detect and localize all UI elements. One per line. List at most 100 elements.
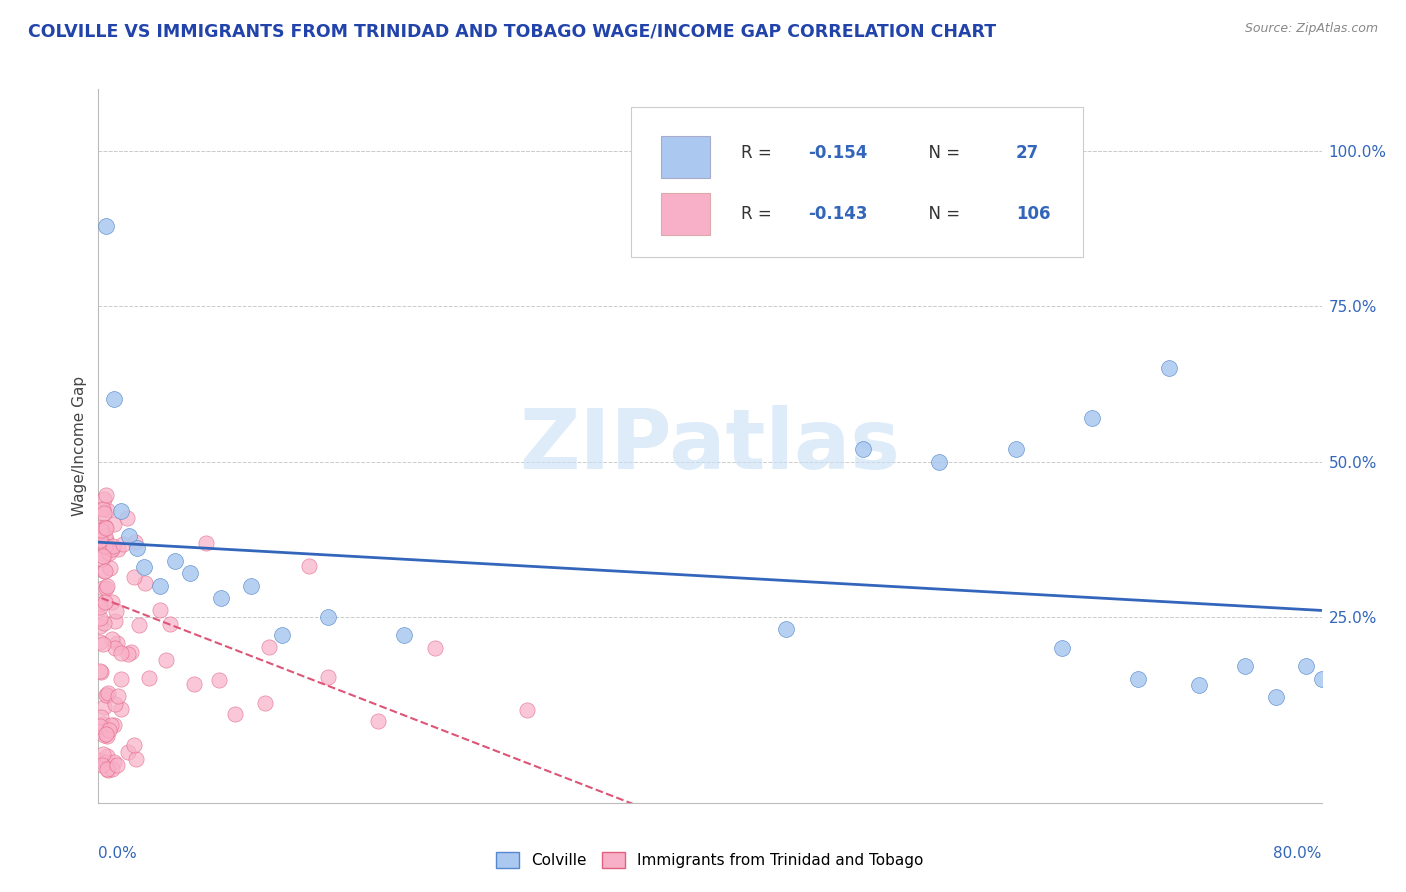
- Point: [134, 576, 156, 591]
- Point: [104, 698, 127, 712]
- Point: [91, 525, 114, 540]
- Point: [89, 597, 111, 611]
- Point: [852, 442, 875, 456]
- Point: [94, 520, 117, 534]
- Point: [93, 565, 115, 579]
- Point: [316, 609, 339, 624]
- Point: [93, 492, 115, 507]
- Point: [124, 535, 146, 549]
- Point: [117, 648, 139, 662]
- Text: 106: 106: [1015, 205, 1050, 223]
- Point: [96, 749, 118, 764]
- Point: [105, 604, 128, 618]
- Point: [110, 504, 132, 518]
- Point: [91, 581, 114, 595]
- Point: [163, 554, 186, 568]
- Text: 27: 27: [1015, 145, 1039, 162]
- Point: [89, 635, 111, 649]
- Point: [155, 653, 177, 667]
- Point: [97, 546, 120, 560]
- Point: [423, 640, 446, 655]
- Text: COLVILLE VS IMMIGRANTS FROM TRINIDAD AND TOBAGO WAGE/INCOME GAP CORRELATION CHAR: COLVILLE VS IMMIGRANTS FROM TRINIDAD AND…: [28, 22, 997, 40]
- Text: N =: N =: [918, 145, 966, 162]
- Point: [122, 570, 145, 584]
- Text: N =: N =: [918, 205, 966, 223]
- Point: [96, 727, 118, 741]
- Point: [194, 535, 217, 549]
- Point: [96, 729, 118, 743]
- Point: [1081, 411, 1104, 425]
- Point: [91, 502, 114, 516]
- Point: [367, 714, 389, 728]
- Point: [1128, 672, 1150, 686]
- Point: [94, 488, 117, 502]
- Point: [100, 718, 122, 732]
- Point: [101, 595, 124, 609]
- Point: [775, 622, 797, 636]
- Point: [94, 219, 117, 233]
- Point: [179, 566, 201, 581]
- Point: [103, 516, 125, 531]
- Text: ZIPatlas: ZIPatlas: [520, 406, 900, 486]
- Point: [89, 723, 111, 738]
- Point: [159, 616, 181, 631]
- Point: [90, 709, 112, 723]
- Point: [94, 521, 117, 535]
- Point: [96, 579, 118, 593]
- Point: [90, 523, 112, 537]
- Point: [105, 758, 128, 772]
- Point: [104, 614, 127, 628]
- Point: [134, 560, 156, 574]
- FancyBboxPatch shape: [630, 107, 1083, 257]
- Point: [103, 392, 125, 407]
- Point: [120, 645, 142, 659]
- Point: [91, 520, 114, 534]
- Point: [93, 700, 115, 714]
- Point: [1157, 361, 1180, 376]
- Y-axis label: Wage/Income Gap: Wage/Income Gap: [72, 376, 87, 516]
- Point: [107, 542, 129, 557]
- Text: R =: R =: [741, 145, 776, 162]
- Point: [90, 665, 112, 679]
- Point: [107, 689, 129, 703]
- Point: [89, 533, 111, 547]
- Point: [103, 717, 125, 731]
- Point: [89, 664, 111, 678]
- Point: [90, 758, 112, 772]
- Point: [117, 746, 139, 760]
- Point: [1310, 672, 1333, 686]
- Point: [94, 594, 117, 608]
- Point: [96, 502, 118, 516]
- Point: [89, 619, 111, 633]
- Text: -0.154: -0.154: [808, 145, 868, 162]
- Point: [1004, 442, 1026, 456]
- Point: [1188, 678, 1211, 692]
- Point: [298, 559, 321, 574]
- Point: [94, 539, 117, 553]
- Point: [1234, 659, 1257, 673]
- Point: [105, 636, 128, 650]
- Point: [240, 579, 263, 593]
- Point: [316, 670, 339, 684]
- Point: [110, 702, 132, 716]
- Point: [124, 738, 146, 752]
- Point: [1050, 640, 1073, 655]
- Point: [270, 628, 292, 642]
- Point: [125, 752, 148, 766]
- Point: [516, 703, 538, 717]
- Point: [110, 672, 132, 686]
- Point: [96, 688, 118, 702]
- Point: [91, 747, 114, 761]
- Point: [94, 533, 117, 548]
- Point: [94, 548, 117, 562]
- Point: [93, 728, 115, 742]
- Point: [128, 618, 150, 632]
- Point: [111, 537, 134, 551]
- Point: [100, 542, 122, 557]
- Point: [98, 723, 121, 737]
- Legend: Colville, Immigrants from Trinidad and Tobago: Colville, Immigrants from Trinidad and T…: [491, 846, 929, 874]
- Point: [125, 541, 148, 556]
- Point: [94, 564, 117, 578]
- FancyBboxPatch shape: [661, 193, 710, 235]
- Point: [90, 501, 112, 516]
